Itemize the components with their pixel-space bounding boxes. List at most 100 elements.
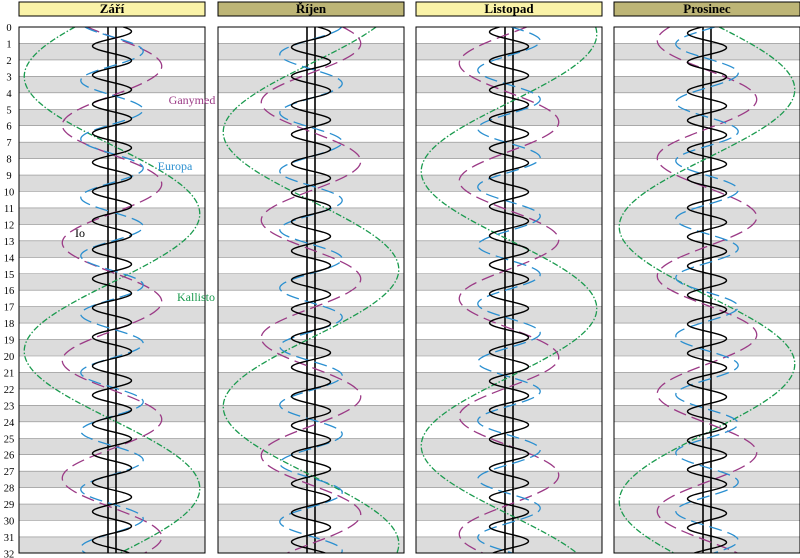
- moon-curve-kallisto: [222, 27, 400, 553]
- day-stripe: [218, 76, 404, 93]
- day-stripe: [416, 339, 602, 356]
- moon-label-io: Io: [75, 226, 85, 240]
- moon-curve-kallisto: [618, 27, 796, 553]
- day-stripe: [19, 372, 205, 389]
- moon-curve-io: [488, 27, 530, 553]
- moon-curve-europa: [279, 27, 343, 553]
- day-stripe: [416, 240, 602, 258]
- moon-label-europa: Europa: [158, 159, 193, 173]
- moon-curve-europa: [80, 27, 144, 553]
- day-label: 18: [4, 319, 15, 330]
- day-label: 19: [4, 336, 15, 347]
- panel-border: [613, 26, 800, 554]
- day-stripe: [614, 471, 800, 488]
- day-row-labels: 0123456789101112131415161718192021222324…: [4, 23, 15, 558]
- month-header: Prosinec: [613, 1, 800, 17]
- day-label: 17: [4, 303, 15, 314]
- day-stripe: [19, 142, 205, 159]
- moon-curve-io: [91, 27, 133, 553]
- day-stripe: [19, 207, 205, 225]
- month-header: Listopad: [415, 1, 603, 17]
- day-stripe: [614, 273, 800, 291]
- day-label: 23: [4, 401, 15, 412]
- month-title: Prosinec: [683, 1, 731, 16]
- moon-label-ganymed: Ganymed: [169, 93, 216, 107]
- day-label: 31: [4, 533, 15, 544]
- day-stripe: [218, 405, 404, 422]
- month-panel: [217, 26, 405, 554]
- moon-curve-ganymed: [458, 27, 560, 553]
- month-header-box: [18, 1, 206, 17]
- day-stripe: [614, 339, 800, 356]
- day-stripe: [416, 207, 602, 225]
- moon-label-kallisto: Kallisto: [177, 290, 215, 304]
- day-label: 4: [6, 89, 12, 100]
- day-stripe: [614, 536, 800, 553]
- day-label: 0: [6, 23, 11, 34]
- day-stripe: [614, 372, 800, 389]
- day-label: 14: [4, 253, 15, 264]
- panel-border: [415, 26, 603, 554]
- day-stripe: [416, 273, 602, 291]
- day-label: 11: [4, 204, 14, 215]
- day-stripe: [218, 536, 404, 553]
- day-stripe: [19, 109, 205, 126]
- month-title: Listopad: [484, 1, 534, 16]
- day-stripe: [416, 372, 602, 389]
- day-label: 2: [6, 56, 11, 67]
- day-label: 1: [6, 39, 11, 50]
- day-label: 6: [6, 122, 11, 133]
- moon-curve-ganymed: [260, 27, 362, 553]
- month-panel: [613, 26, 800, 554]
- moon-curve-io: [290, 27, 332, 553]
- day-label: 25: [4, 434, 15, 445]
- day-stripe: [614, 306, 800, 324]
- day-label: 27: [4, 467, 15, 478]
- month-header: Říjen: [217, 1, 405, 17]
- day-stripe: [218, 339, 404, 356]
- day-stripe: [218, 372, 404, 389]
- day-stripe: [416, 109, 602, 126]
- day-stripe: [614, 175, 800, 192]
- day-label: 29: [4, 500, 15, 511]
- day-stripe: [19, 536, 205, 553]
- month-header-box: [415, 1, 603, 17]
- day-stripe: [614, 207, 800, 225]
- day-stripe: [416, 536, 602, 553]
- day-label: 3: [6, 72, 11, 83]
- day-stripe: [416, 175, 602, 192]
- moon-curve-io: [686, 27, 728, 553]
- day-label: 12: [4, 220, 15, 231]
- day-stripe: [614, 142, 800, 159]
- day-label: 7: [6, 138, 11, 149]
- day-label: 22: [4, 385, 15, 396]
- moon-curve-europa: [477, 27, 541, 553]
- day-label: 30: [4, 517, 15, 528]
- day-label: 10: [4, 188, 15, 199]
- panel-border: [18, 26, 206, 554]
- day-label: 13: [4, 237, 15, 248]
- month-panel: Io Europa Ganymed Kallisto: [18, 26, 216, 554]
- month-header: Září: [18, 1, 206, 17]
- day-label: 16: [4, 286, 15, 297]
- day-stripe: [614, 438, 800, 455]
- day-stripe: [19, 76, 205, 93]
- day-stripe: [416, 471, 602, 488]
- day-label: 24: [4, 418, 15, 429]
- day-stripe: [218, 273, 404, 291]
- month-header-box: [217, 1, 405, 17]
- panel-border: [217, 26, 405, 554]
- day-stripe: [218, 306, 404, 324]
- day-stripe: [416, 43, 602, 60]
- day-stripe: [19, 405, 205, 422]
- moon-curve-ganymed: [61, 27, 163, 553]
- day-label: 21: [4, 368, 15, 379]
- day-label: 26: [4, 451, 15, 462]
- day-stripe: [416, 504, 602, 521]
- month-title: Září: [100, 1, 125, 16]
- day-stripe: [218, 438, 404, 455]
- day-label: 20: [4, 352, 15, 363]
- day-stripe: [19, 504, 205, 521]
- day-stripe: [19, 471, 205, 488]
